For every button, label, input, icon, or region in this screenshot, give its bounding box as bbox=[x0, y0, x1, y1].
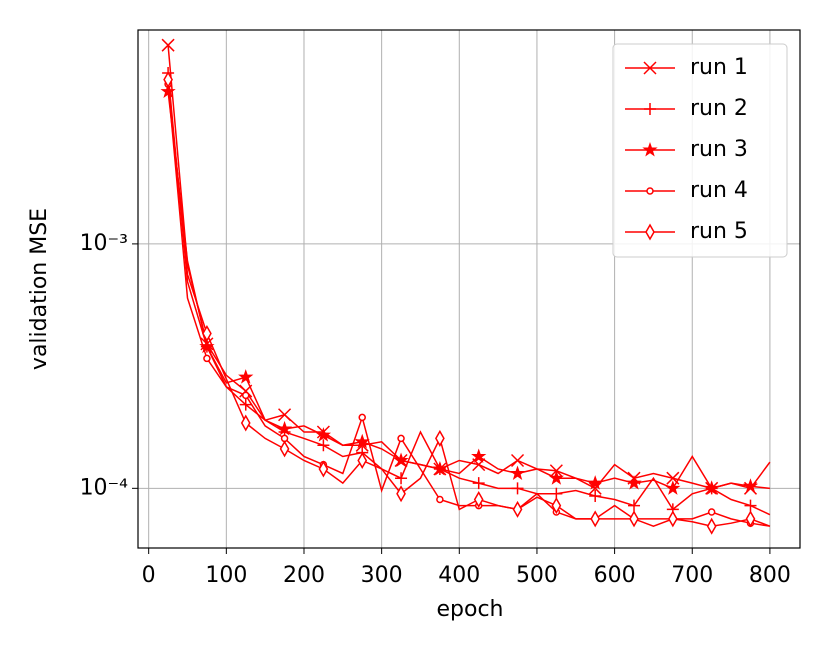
marker bbox=[706, 517, 717, 535]
legend-marker bbox=[643, 61, 657, 75]
marker bbox=[358, 413, 366, 422]
marker bbox=[588, 481, 602, 495]
x-tick-label: 100 bbox=[205, 563, 247, 588]
marker bbox=[276, 420, 293, 436]
marker bbox=[278, 408, 292, 422]
marker bbox=[707, 508, 716, 516]
marker bbox=[511, 482, 524, 495]
x-axis-label: epoch bbox=[437, 597, 504, 622]
marker bbox=[397, 434, 405, 443]
marker bbox=[238, 369, 254, 384]
marker bbox=[318, 460, 329, 478]
marker bbox=[628, 499, 641, 512]
marker bbox=[161, 38, 175, 52]
marker bbox=[587, 475, 603, 490]
x-tick-label: 0 bbox=[142, 563, 156, 588]
plot-frame bbox=[137, 29, 801, 549]
legend: run 1 run 2 run 3 run 4 run 5 bbox=[612, 43, 788, 258]
x-tick-label: 400 bbox=[438, 563, 480, 588]
legend-marker bbox=[642, 141, 658, 157]
legend-label: run 1 bbox=[690, 55, 748, 80]
marker bbox=[704, 480, 720, 495]
y-tick-label: 10⁻³ bbox=[80, 231, 128, 256]
marker bbox=[473, 491, 484, 509]
marker bbox=[744, 499, 757, 512]
marker bbox=[202, 324, 212, 342]
y-axis-label: validation MSE bbox=[27, 208, 52, 370]
x-tick-label: 500 bbox=[516, 563, 558, 588]
marker bbox=[742, 478, 759, 493]
legend-label: run 4 bbox=[690, 178, 748, 203]
marker bbox=[357, 451, 368, 469]
legend-label: run 2 bbox=[690, 96, 748, 121]
marker bbox=[590, 510, 601, 528]
x-tick-label: 700 bbox=[671, 563, 713, 588]
legend-label: run 5 bbox=[690, 219, 748, 244]
marker bbox=[626, 475, 642, 490]
marker bbox=[315, 427, 332, 442]
series-line bbox=[167, 45, 771, 490]
legend-marker bbox=[644, 103, 656, 115]
x-tick-label: 600 bbox=[594, 563, 636, 588]
marker bbox=[548, 470, 564, 485]
x-tick-label: 200 bbox=[283, 563, 325, 588]
marker bbox=[395, 472, 408, 485]
marker bbox=[203, 354, 211, 363]
marker bbox=[589, 490, 602, 503]
marker bbox=[279, 440, 290, 458]
x-tick-label: 800 bbox=[749, 563, 791, 588]
marker bbox=[354, 433, 370, 449]
marker bbox=[512, 500, 523, 518]
legend-label: run 3 bbox=[690, 137, 748, 162]
legend-marker bbox=[645, 223, 655, 241]
marker bbox=[665, 480, 681, 495]
marker bbox=[435, 429, 445, 447]
marker bbox=[241, 391, 250, 400]
legend-box bbox=[612, 43, 788, 258]
marker bbox=[667, 510, 678, 528]
marker bbox=[511, 453, 525, 468]
marker bbox=[436, 495, 444, 504]
legend-marker bbox=[646, 187, 654, 195]
marker bbox=[396, 485, 406, 503]
marker bbox=[509, 465, 526, 480]
marker bbox=[472, 477, 485, 490]
marker bbox=[551, 497, 562, 515]
marker bbox=[629, 510, 639, 528]
marker bbox=[393, 452, 409, 467]
y-tick-label: 10⁻⁴ bbox=[80, 475, 129, 500]
marker bbox=[239, 398, 252, 411]
marker bbox=[163, 71, 173, 89]
marker bbox=[471, 448, 487, 463]
marker bbox=[240, 414, 251, 432]
marker bbox=[432, 460, 448, 476]
marker bbox=[745, 510, 756, 528]
marker bbox=[317, 439, 330, 452]
x-tick-label: 300 bbox=[361, 563, 403, 588]
